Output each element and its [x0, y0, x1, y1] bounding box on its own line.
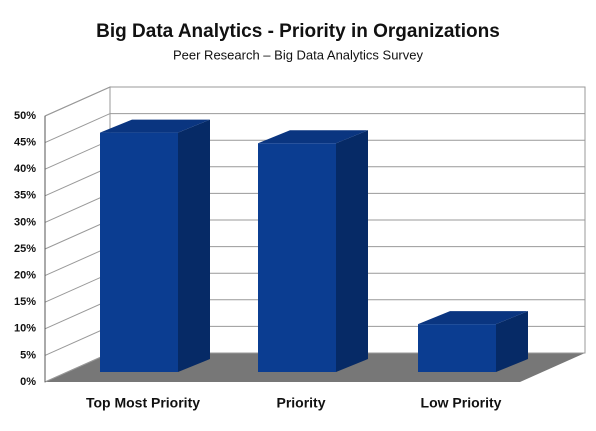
bar-side — [178, 119, 210, 372]
y-tick-label: 5% — [20, 349, 36, 361]
y-tick-label: 0% — [20, 376, 36, 388]
y-tick-label: 40% — [14, 163, 36, 175]
grid-line — [44, 86, 585, 117]
bar-top — [418, 311, 528, 325]
y-tick-label: 10% — [14, 323, 36, 335]
x-tick-label: Priority — [276, 395, 325, 411]
y-tick-label: 35% — [14, 190, 36, 202]
y-tick-label: 15% — [14, 296, 36, 308]
y-tick-label: 20% — [14, 270, 36, 282]
bar-side — [496, 311, 528, 372]
bar — [100, 132, 178, 372]
y-tick-label: 25% — [14, 243, 36, 255]
grid-line — [44, 113, 585, 144]
x-tick-label: Low Priority — [421, 395, 502, 411]
x-tick-label: Top Most Priority — [86, 395, 200, 411]
y-tick-label: 45% — [14, 137, 36, 149]
bar-top — [258, 130, 368, 144]
bar-side — [336, 130, 368, 372]
y-tick-label: 50% — [14, 110, 36, 122]
bar — [418, 324, 496, 372]
chart-title: Big Data Analytics - Priority in Organiz… — [96, 21, 500, 42]
bar — [258, 143, 336, 372]
y-tick-label: 30% — [14, 216, 36, 228]
chart-subtitle: Peer Research – Big Data Analytics Surve… — [173, 47, 424, 62]
bar-top — [100, 119, 210, 133]
